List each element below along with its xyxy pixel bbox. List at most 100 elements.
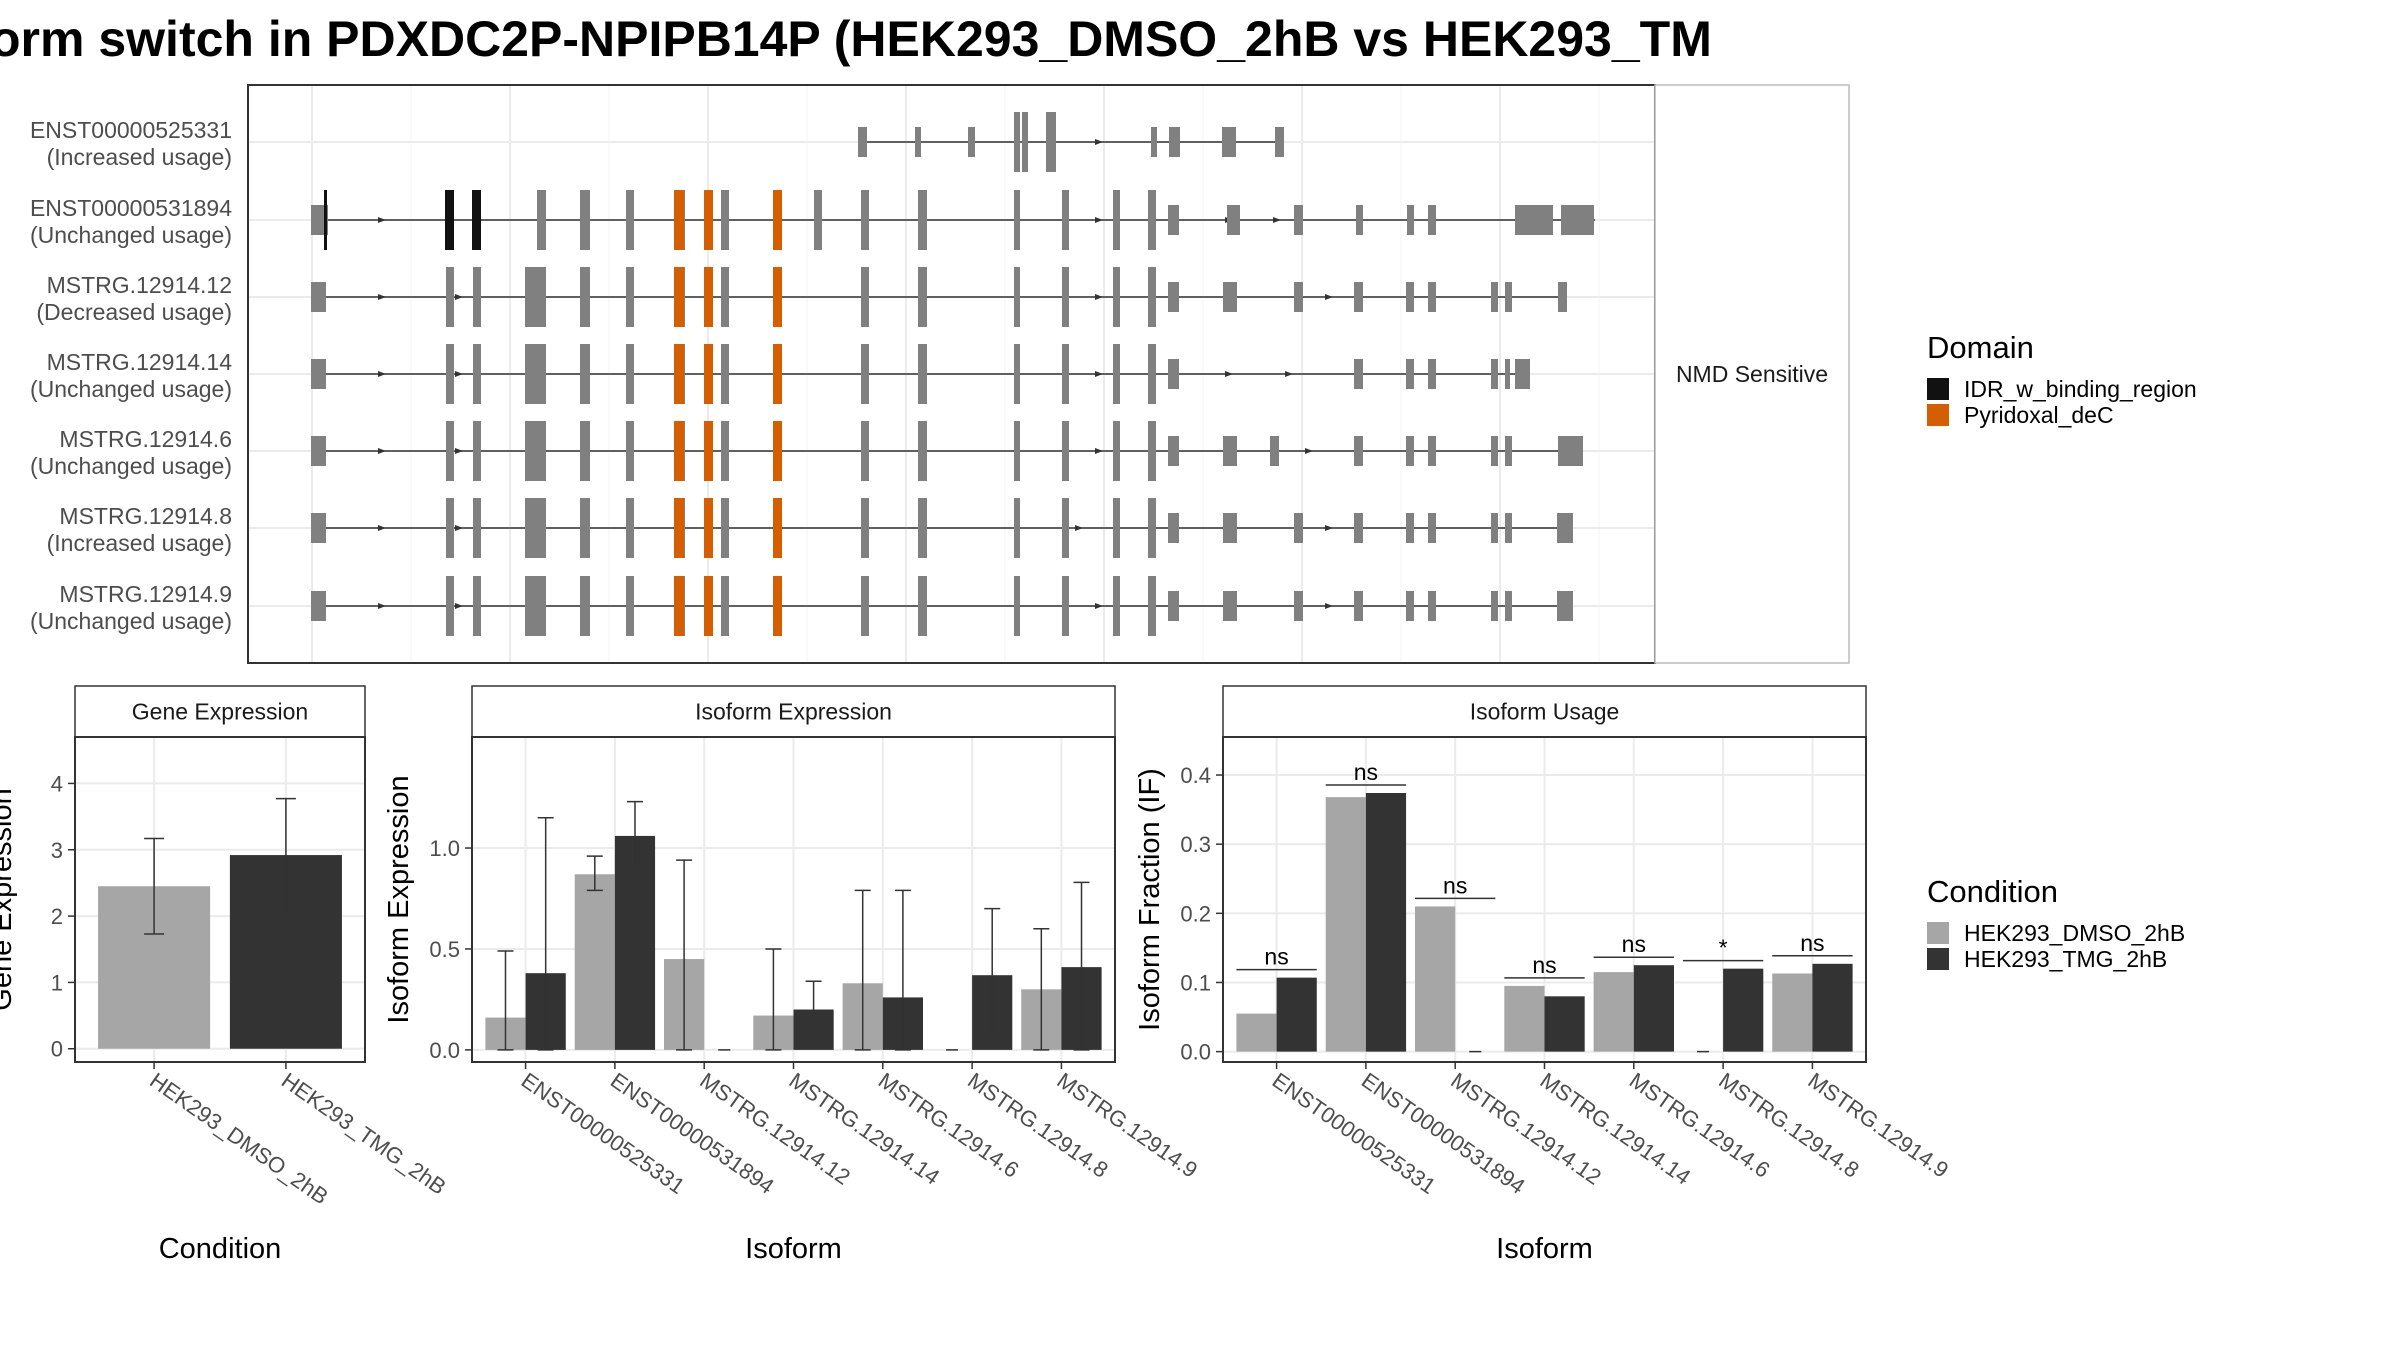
x-axis-title: Condition bbox=[159, 1233, 282, 1265]
y-tick-label: 0.4 bbox=[1180, 763, 1211, 788]
exon bbox=[311, 436, 326, 466]
exon bbox=[1168, 436, 1179, 466]
isoform-label: MSTRG.12914.6 bbox=[59, 426, 232, 452]
domain-pyridoxal bbox=[773, 190, 782, 250]
exon bbox=[1062, 498, 1069, 558]
exon bbox=[311, 205, 326, 235]
panel-strip-label: Isoform Usage bbox=[1470, 699, 1620, 725]
strand-arrow bbox=[378, 525, 386, 531]
exon bbox=[473, 421, 481, 481]
strand-arrow bbox=[378, 217, 386, 223]
domain-pyridoxal bbox=[773, 498, 782, 558]
y-tick-label: 0.0 bbox=[1180, 1040, 1211, 1065]
condition-legend-swatch bbox=[1927, 922, 1949, 944]
strand-arrow bbox=[1305, 448, 1313, 454]
exon bbox=[861, 421, 869, 481]
exon bbox=[1014, 344, 1020, 404]
exon bbox=[861, 344, 869, 404]
exon bbox=[580, 576, 590, 636]
exon bbox=[1561, 205, 1594, 235]
exon bbox=[626, 576, 634, 636]
exon bbox=[473, 498, 481, 558]
strand-arrow bbox=[378, 371, 386, 377]
domain-pyridoxal bbox=[773, 576, 782, 636]
domain-pyridoxal bbox=[704, 267, 713, 327]
isoform-label: MSTRG.12914.8 bbox=[59, 503, 232, 529]
exon bbox=[1491, 282, 1498, 312]
exon bbox=[1491, 591, 1498, 621]
x-tick-label: ENST00000525331 bbox=[1268, 1068, 1441, 1199]
exon bbox=[1222, 127, 1236, 157]
isoform-label: ENST00000525331 bbox=[30, 117, 232, 143]
exon bbox=[311, 513, 326, 543]
exon bbox=[1022, 112, 1028, 172]
significance-label: ns bbox=[1622, 931, 1646, 957]
exon bbox=[721, 498, 729, 558]
domain-legend-label: Pyridoxal_deC bbox=[1964, 402, 2114, 428]
exon bbox=[1168, 282, 1179, 312]
exon bbox=[1223, 282, 1237, 312]
y-tick-label: 0.1 bbox=[1180, 970, 1211, 995]
isoform-label: MSTRG.12914.9 bbox=[59, 581, 232, 607]
exon bbox=[721, 421, 729, 481]
strand-arrow bbox=[1095, 448, 1103, 454]
bar bbox=[574, 874, 615, 1050]
exon bbox=[473, 344, 481, 404]
isoform-expression-panel: Isoform Expression 0.0 0.5 1.0 ENST000005253… bbox=[383, 685, 1202, 1265]
domain-pyridoxal bbox=[674, 576, 684, 636]
exon bbox=[1354, 282, 1363, 312]
significance-label: * bbox=[1719, 935, 1728, 961]
exon bbox=[858, 127, 867, 157]
exon bbox=[1356, 205, 1363, 235]
panel-strip bbox=[74, 685, 366, 738]
strand-arrow bbox=[455, 448, 463, 454]
x-axis-title: Isoform bbox=[745, 1233, 842, 1265]
domain-pyridoxal bbox=[674, 190, 684, 250]
isoform-label: ENST00000531894 bbox=[30, 195, 232, 221]
exon bbox=[1428, 591, 1436, 621]
exon bbox=[1407, 205, 1414, 235]
exon bbox=[580, 421, 590, 481]
exon bbox=[1168, 513, 1179, 543]
exon bbox=[721, 576, 729, 636]
x-tick-label: MSTRG.12914.12 bbox=[695, 1068, 855, 1190]
exon bbox=[1515, 205, 1553, 235]
exon bbox=[1223, 591, 1237, 621]
panel-strip bbox=[1222, 685, 1867, 738]
exon bbox=[1062, 267, 1069, 327]
y-tick-label: 0 bbox=[51, 1037, 63, 1062]
exon bbox=[814, 190, 822, 250]
exon bbox=[1275, 127, 1284, 157]
isoform-status: (Unchanged usage) bbox=[30, 222, 232, 248]
strand-arrow bbox=[1325, 525, 1333, 531]
isoform-status: (Decreased usage) bbox=[36, 299, 232, 325]
exon bbox=[721, 267, 729, 327]
exon bbox=[1505, 282, 1512, 312]
exon bbox=[525, 498, 537, 558]
y-tick-label: 0.3 bbox=[1180, 832, 1211, 857]
strand-arrow bbox=[378, 603, 386, 609]
exon bbox=[1113, 267, 1120, 327]
exon bbox=[1428, 282, 1436, 312]
facet-strip-label: NMD Sensitive bbox=[1676, 361, 1828, 387]
exon bbox=[446, 421, 454, 481]
strand-arrow bbox=[1095, 217, 1103, 223]
exon bbox=[1227, 205, 1240, 235]
exon bbox=[968, 127, 975, 157]
exon bbox=[1014, 112, 1020, 172]
exon bbox=[1428, 436, 1436, 466]
domain-pyridoxal bbox=[773, 344, 782, 404]
exon bbox=[1294, 282, 1303, 312]
exon bbox=[626, 344, 634, 404]
exon bbox=[1428, 205, 1436, 235]
y-tick-label: 0.0 bbox=[429, 1038, 460, 1063]
exon bbox=[1406, 436, 1414, 466]
exon bbox=[1014, 267, 1020, 327]
exon bbox=[1294, 205, 1303, 235]
x-axis-title: Isoform bbox=[1496, 1233, 1593, 1265]
domain-legend-swatch bbox=[1927, 404, 1949, 426]
exon bbox=[1491, 513, 1498, 543]
strand-arrow bbox=[455, 603, 463, 609]
x-tick-label: ENST00000531894 bbox=[1357, 1068, 1530, 1199]
isoform-status: (Unchanged usage) bbox=[30, 608, 232, 634]
